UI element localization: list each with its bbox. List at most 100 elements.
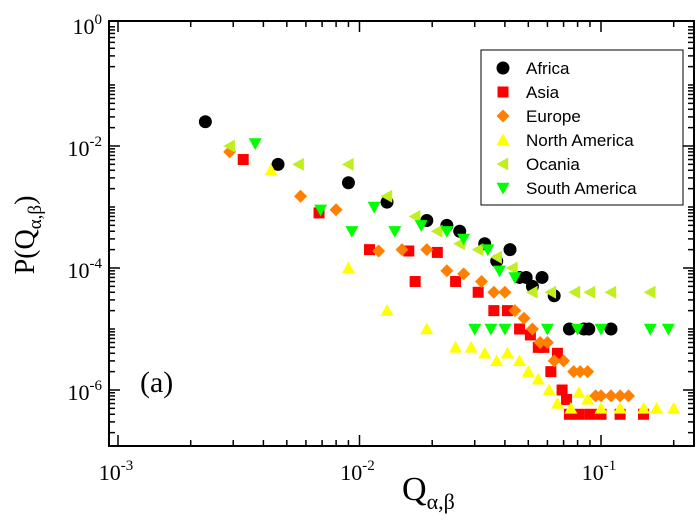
data-point	[667, 401, 681, 414]
legend-label: Ocania	[526, 155, 580, 174]
data-point	[614, 408, 626, 420]
y-tick-label: 10-4	[68, 256, 103, 283]
data-point	[223, 139, 235, 153]
data-point	[440, 226, 454, 238]
data-point	[525, 322, 539, 336]
data-point	[481, 244, 495, 257]
legend-label: Asia	[526, 83, 560, 102]
data-point	[395, 243, 409, 257]
data-point	[478, 346, 492, 359]
data-point	[264, 163, 278, 176]
legend-marker	[496, 157, 509, 171]
data-point	[292, 157, 304, 171]
x-axis-label: Qα,β	[402, 471, 455, 514]
data-point	[643, 285, 656, 299]
x-tick-label: 10-1	[582, 458, 617, 485]
data-point	[508, 304, 522, 318]
data-marks	[198, 115, 681, 420]
y-tick-label: 10-2	[68, 134, 103, 161]
data-point	[542, 383, 556, 396]
data-point	[493, 265, 507, 278]
data-point	[535, 270, 549, 284]
data-point	[513, 354, 527, 367]
x-tick-label: 10-2	[340, 458, 375, 485]
data-point	[583, 285, 596, 299]
data-point	[198, 115, 212, 129]
data-point	[524, 329, 536, 341]
data-point	[345, 226, 359, 238]
data-point	[403, 245, 415, 257]
plot-frame	[108, 20, 695, 447]
data-point	[661, 323, 675, 336]
data-point	[572, 386, 586, 398]
data-point	[500, 346, 514, 359]
data-point	[440, 264, 454, 278]
tick-labels: 10-3 10-2 10-1 10-6 10-4 10-2 100	[68, 12, 617, 485]
data-point	[584, 408, 596, 420]
data-point	[430, 224, 443, 238]
y-axis-label-close: )	[10, 196, 41, 205]
data-point	[471, 243, 484, 257]
data-point	[380, 189, 393, 203]
data-point	[604, 285, 617, 299]
data-point	[538, 341, 550, 353]
data-point	[472, 286, 484, 298]
data-point	[431, 246, 443, 258]
series-north-america	[264, 163, 681, 414]
data-point	[561, 393, 573, 405]
legend-marker	[497, 86, 509, 98]
data-point	[414, 220, 428, 232]
data-point	[341, 176, 355, 190]
data-point	[363, 244, 375, 256]
data-point	[582, 322, 596, 336]
data-point	[372, 244, 386, 258]
data-point	[525, 285, 538, 299]
data-point	[271, 157, 285, 171]
data-point	[573, 408, 585, 420]
data-point	[380, 304, 394, 316]
data-point	[604, 322, 618, 336]
data-point	[594, 323, 608, 336]
data-point	[501, 305, 513, 317]
y-axis-label-sub: α,β	[25, 205, 46, 229]
data-point	[505, 261, 518, 275]
data-point	[449, 340, 463, 353]
data-point	[457, 267, 471, 281]
legend-label: South America	[526, 179, 637, 198]
data-point	[622, 389, 636, 403]
data-point	[531, 372, 545, 385]
data-point	[487, 285, 501, 299]
data-point	[613, 401, 627, 414]
data-point	[294, 189, 308, 203]
data-point	[488, 305, 500, 317]
data-point	[517, 311, 531, 325]
data-point	[532, 341, 544, 353]
y-axis-label: P(Qα,β)	[10, 196, 46, 275]
data-point	[540, 336, 554, 350]
data-point	[581, 365, 595, 379]
svg-text:P(Qα,β): P(Qα,β)	[10, 196, 46, 275]
data-point	[643, 323, 657, 336]
data-point	[557, 354, 571, 368]
legend-label: Africa	[526, 59, 570, 78]
data-point	[533, 336, 547, 350]
legend-marker	[496, 61, 510, 75]
data-point	[650, 401, 664, 414]
x-axis-label-main: Q	[402, 471, 427, 508]
data-point	[573, 365, 587, 379]
data-point	[508, 272, 522, 284]
data-point	[540, 323, 554, 336]
y-tick-label: 10-6	[68, 378, 103, 405]
x-axis-label-sub: α,β	[427, 489, 455, 514]
data-point	[563, 408, 575, 420]
data-point	[474, 275, 488, 289]
data-point	[547, 354, 561, 368]
legend-marker	[496, 109, 510, 123]
data-point	[468, 323, 482, 336]
data-point	[545, 366, 557, 378]
data-point	[613, 389, 627, 403]
series-europe	[223, 145, 636, 403]
data-point	[341, 157, 354, 171]
data-point	[484, 323, 498, 336]
data-point	[556, 384, 568, 396]
